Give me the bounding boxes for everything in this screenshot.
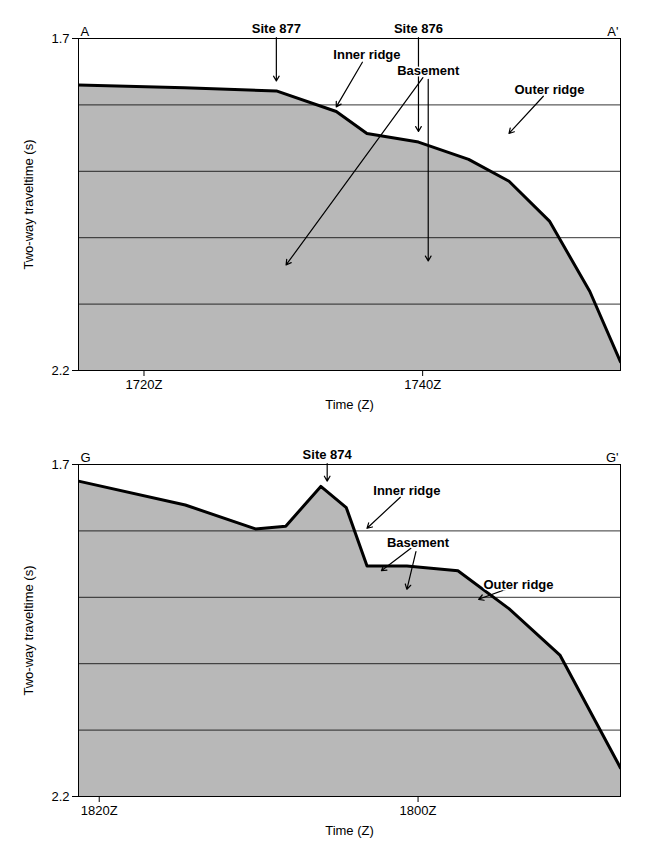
svg-text:Site 877: Site 877	[252, 21, 301, 36]
svg-text:Inner ridge: Inner ridge	[373, 483, 440, 498]
svg-text:Inner ridge: Inner ridge	[333, 47, 400, 62]
svg-text:1.7: 1.7	[51, 31, 69, 46]
svg-text:1740Z: 1740Z	[404, 377, 441, 392]
svg-text:G: G	[81, 450, 91, 465]
svg-text:1800Z: 1800Z	[400, 803, 437, 818]
svg-text:1720Z: 1720Z	[126, 377, 163, 392]
svg-text:Outer ridge: Outer ridge	[483, 577, 553, 592]
svg-text:1.7: 1.7	[51, 457, 69, 472]
svg-text:Time (Z): Time (Z)	[325, 823, 374, 838]
svg-text:2.2: 2.2	[51, 789, 69, 804]
svg-text:1820Z: 1820Z	[81, 803, 118, 818]
svg-text:2.2: 2.2	[51, 363, 69, 378]
svg-text:Site 876: Site 876	[394, 21, 443, 36]
svg-text:A: A	[81, 24, 90, 39]
svg-text:Time (Z): Time (Z)	[325, 397, 374, 412]
svg-text:Basement: Basement	[387, 535, 450, 550]
svg-text:G': G'	[606, 450, 619, 465]
svg-text:Outer ridge: Outer ridge	[514, 82, 584, 97]
svg-text:Two-way traveltime (s): Two-way traveltime (s)	[21, 139, 36, 269]
svg-text:A': A'	[607, 24, 618, 39]
svg-text:Two-way traveltime (s): Two-way traveltime (s)	[21, 565, 36, 695]
svg-text:Basement: Basement	[397, 63, 460, 78]
svg-text:Site 874: Site 874	[303, 447, 353, 462]
